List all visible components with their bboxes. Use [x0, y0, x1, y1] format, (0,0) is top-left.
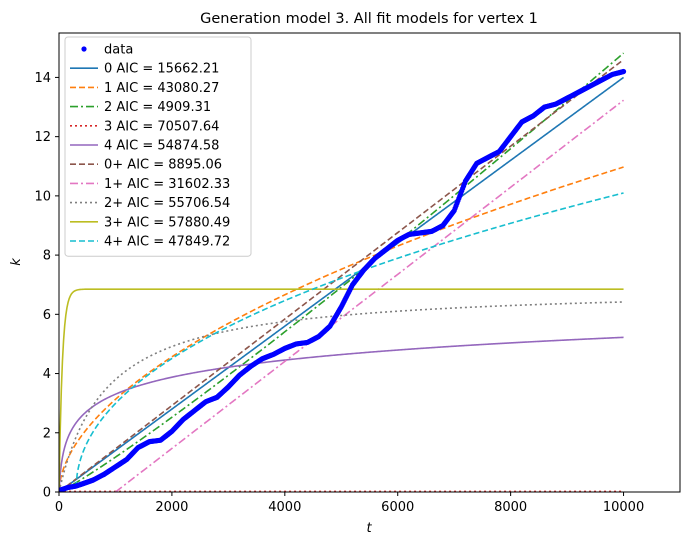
legend-label: 3+ AIC = 57880.49	[104, 215, 230, 230]
legend-label: data	[104, 43, 133, 58]
x-tick-label: 6000	[381, 500, 414, 515]
legend-label: 1+ AIC = 31602.33	[104, 177, 230, 192]
legend-label: 1 AIC = 43080.27	[104, 81, 219, 96]
legend-label: 0 AIC = 15662.21	[104, 62, 219, 77]
x-tick-label: 0	[55, 500, 63, 515]
series-line-9	[75, 192, 624, 488]
data-points	[59, 68, 627, 492]
plot-frame	[58, 32, 681, 493]
legend-box	[64, 36, 252, 257]
y-tick-label: 12	[34, 130, 51, 145]
series-line-8	[59, 288, 624, 489]
x-tick-label: 10000	[603, 500, 644, 515]
series-line-0	[59, 76, 625, 492]
y-tick-label: 6	[43, 308, 51, 323]
y-tick-label: 2	[43, 426, 51, 441]
y-tick-label: 0	[43, 486, 51, 501]
series-line-1	[59, 166, 624, 490]
legend-label: 0+ AIC = 8895.06	[104, 158, 222, 173]
series-line-2	[59, 52, 625, 492]
chart-title: Generation model 3. All fit models for v…	[200, 11, 538, 27]
y-axis-label: k	[9, 258, 24, 266]
x-tick-label: 2000	[155, 500, 188, 515]
x-tick-label: 4000	[268, 500, 301, 515]
data-point	[620, 68, 627, 75]
x-axis: 0 2000 4000 6000 8000 10000	[55, 492, 644, 515]
y-tick-label: 14	[34, 71, 51, 86]
series-line-5	[59, 59, 625, 492]
legend-label: 3 AIC = 70507.64	[104, 119, 219, 134]
x-axis-label: t	[366, 521, 372, 536]
y-tick-label: 10	[34, 189, 51, 204]
y-tick-label: 8	[43, 249, 51, 264]
legend-label: 2+ AIC = 55706.54	[104, 196, 230, 211]
x-tick-label: 8000	[494, 500, 527, 515]
y-axis: 0 2 4 6 8 10 12 14	[34, 71, 59, 501]
series-line-4	[59, 336, 624, 491]
legend-label: 4 AIC = 54874.58	[104, 139, 219, 154]
series-line-7	[59, 301, 624, 492]
series-line-6	[115, 99, 625, 492]
legend-marker	[81, 46, 87, 52]
legend-label: 4+ AIC = 47849.72	[104, 235, 230, 250]
y-tick-label: 4	[43, 367, 51, 382]
legend: data 0 AIC = 15662.21 1 AIC = 43080.27 2 AI…	[64, 36, 252, 257]
legend-label: 2 AIC = 4909.31	[104, 100, 211, 115]
